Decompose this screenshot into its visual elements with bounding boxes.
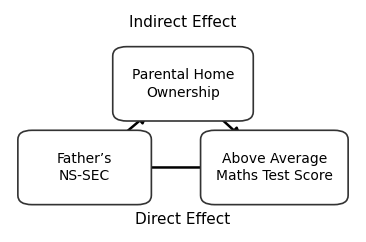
- FancyBboxPatch shape: [113, 47, 253, 121]
- Text: Parental Home
Ownership: Parental Home Ownership: [132, 68, 234, 100]
- FancyBboxPatch shape: [18, 130, 152, 205]
- FancyBboxPatch shape: [201, 130, 348, 205]
- Text: Above Average
Maths Test Score: Above Average Maths Test Score: [216, 151, 333, 183]
- Text: Indirect Effect: Indirect Effect: [129, 15, 237, 30]
- Text: Father’s
NS-SEC: Father’s NS-SEC: [57, 151, 112, 183]
- Text: Direct Effect: Direct Effect: [135, 212, 231, 227]
